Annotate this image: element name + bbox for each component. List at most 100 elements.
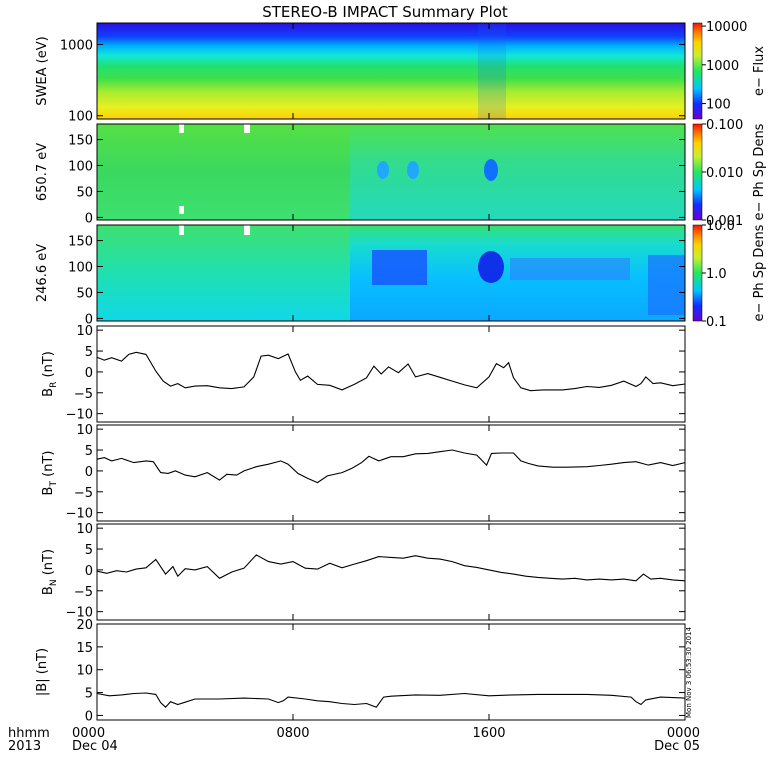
bn-series [96, 554, 686, 582]
colorbar-tick-label: 0.010 [706, 166, 743, 181]
y-tick-label: 0 [85, 564, 93, 579]
y-tick-label: 0 [85, 366, 93, 381]
series-line [96, 449, 686, 484]
colorbar-tick-label: 1.0 [706, 267, 727, 282]
pad650-ylabel: 650.7 eV [35, 143, 50, 201]
y-tick-label: 5 [85, 687, 93, 702]
y-tick-label: 10 [76, 664, 93, 679]
timestamp-stamp: Mon Nov 3 06:53:30 2014 [685, 626, 693, 718]
bn-frame [96, 523, 686, 621]
panel-pad-246: 0 50 100 150 246.6 eV 0.1 1.0 10.0 e− Ph Sp D… [35, 219, 767, 330]
swea-ylabel: SWEA (eV) [35, 36, 50, 105]
pad246-feature [478, 251, 504, 283]
pad246-colorbar [692, 224, 703, 322]
swea-frame [96, 22, 686, 120]
pad246-colorbar-label: e− Ph Sp Dens [752, 224, 767, 321]
colorbar-tick-label: 10.0 [706, 219, 735, 234]
y-tick-label: 0 [85, 312, 93, 327]
y-tick-label: 0 [85, 709, 93, 724]
series-line [96, 692, 686, 708]
panel-bmag: 0 5 10 15 20 |B| (nT) Mon Nov 3 06:53:30 201… [35, 618, 693, 724]
br-frame [96, 325, 686, 423]
y-tick-label: 15 [76, 641, 93, 656]
y-tick-label: 0 [85, 465, 93, 480]
y-tick-label: −10 [66, 606, 93, 621]
br-yticks: −10 −5 0 5 10 [66, 324, 686, 423]
bt-frame [96, 424, 686, 522]
pad246-data-gap [244, 225, 250, 235]
br-ylabel: BR (nT) [41, 351, 59, 397]
y-tick-label: 20 [76, 618, 93, 633]
x-tick-label: 0000 [72, 726, 105, 741]
panel-bn: −10 −5 0 5 10 BN (nT) [41, 522, 686, 621]
panel-pad-650: 0 50 100 150 650.7 eV 0.001 0.010 0.100 e− Ph… [35, 118, 767, 229]
bmag-frame [96, 623, 686, 721]
pad246-frame [96, 224, 686, 322]
y-tick-label: −5 [74, 486, 93, 501]
colorbar-tick-label: 0.100 [706, 118, 743, 133]
series-line [96, 554, 686, 582]
bt-series [96, 449, 686, 484]
x-date-label: Dec 05 [654, 739, 700, 754]
x-tick-label: 1600 [472, 726, 505, 741]
br-series [96, 351, 686, 392]
y-tick-label: 0 [85, 211, 93, 226]
pad650-colorbar [692, 123, 703, 221]
pad246-yticks: 0 50 100 150 [68, 225, 686, 327]
bn-ylabel: BN (nT) [41, 549, 59, 595]
y-tick-label: −10 [66, 408, 93, 423]
bt-yticks: −10 −5 0 5 10 [66, 423, 686, 522]
pad246-feature [372, 250, 427, 285]
pad650-data-gap [179, 206, 184, 214]
y-tick-label: 150 [68, 235, 93, 250]
y-tick-label: 100 [68, 261, 93, 276]
bmag-yticks: 0 5 10 15 20 [76, 618, 686, 724]
y-tick-label: 150 [68, 134, 93, 149]
x-tick-label: 0800 [276, 726, 309, 741]
y-tick-label: 10 [76, 522, 93, 537]
swea-colorbar-ticks: 100 1000 10000 [702, 20, 747, 113]
swea-dip-feature [478, 23, 506, 119]
swea-heatmap [97, 23, 685, 119]
pad650-feature [484, 159, 498, 181]
swea-yticks: 100 1000 [60, 23, 686, 125]
x-corner-top: hhmm [8, 726, 50, 741]
pad650-feature [407, 161, 419, 179]
y-tick-label: 10 [76, 324, 93, 339]
pad650-data-gap [179, 124, 184, 133]
y-tick-label: 50 [76, 185, 93, 200]
colorbar-tick-label: 100 [706, 98, 731, 113]
y-tick-label: −10 [66, 507, 93, 522]
colorbar-tick-label: 0.001 [706, 214, 743, 229]
x-date-label: Dec 04 [72, 739, 118, 754]
colorbar-tick-label: 0.1 [706, 315, 727, 330]
pad650-feature [377, 161, 389, 179]
pad246-feature [648, 255, 685, 315]
figure-title: STEREO-B IMPACT Summary Plot [262, 3, 508, 21]
y-tick-label: 50 [76, 286, 93, 301]
series-line [96, 351, 686, 392]
y-tick-label: −5 [74, 387, 93, 402]
panel-swea: 100 1000 SWEA (eV) 100 1000 10000 e− Flux [35, 20, 767, 125]
y-tick-label: 100 [68, 160, 93, 175]
bt-ylabel: BT (nT) [41, 451, 59, 496]
pad650-frame [96, 123, 686, 221]
y-tick-label: 5 [85, 543, 93, 558]
pad650-yticks: 0 50 100 150 [68, 124, 686, 226]
y-tick-label: 5 [85, 444, 93, 459]
x-corner-bottom: 2013 [8, 739, 41, 754]
pad650-late-region [350, 124, 685, 220]
y-tick-label: 100 [68, 110, 93, 125]
pad246-feature [510, 258, 630, 280]
pad246-data-gap [179, 225, 184, 235]
y-tick-label: 1000 [60, 38, 93, 53]
swea-colorbar-label: e− Flux [752, 46, 767, 96]
pad650-colorbar-ticks: 0.001 0.010 0.100 [702, 118, 743, 229]
x-tick-label: 0000 [667, 726, 700, 741]
colorbar-tick-label: 1000 [706, 59, 739, 74]
pad246-ylabel: 246.6 eV [35, 244, 50, 302]
y-tick-label: 10 [76, 423, 93, 438]
y-tick-label: −5 [74, 585, 93, 600]
